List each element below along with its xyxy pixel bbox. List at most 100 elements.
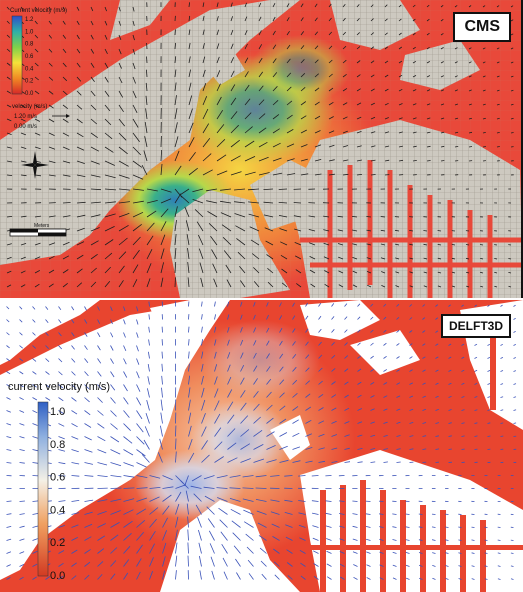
velocity-arrow	[339, 563, 345, 567]
velocity-arrow	[32, 500, 39, 502]
velocity-arrow	[312, 525, 319, 528]
velocity-arrow	[300, 73, 306, 78]
velocity-arrow	[227, 389, 233, 398]
velocity-arrow	[230, 139, 240, 148]
velocity-arrow	[500, 357, 504, 359]
velocity-arrow	[342, 88, 348, 92]
velocity-arrow	[136, 332, 139, 338]
velocity-arrow	[90, 227, 100, 232]
velocity-arrow	[84, 436, 92, 441]
velocity-arrow	[32, 513, 39, 515]
velocity-arrow	[270, 511, 280, 515]
velocity-arrow	[255, 487, 267, 489]
velocity-arrow	[84, 561, 91, 567]
velocity-arrow	[326, 538, 332, 541]
velocity-arrow	[19, 538, 25, 541]
velocity-arrow	[328, 173, 335, 176]
velocity-arrow	[216, 475, 228, 479]
velocity-arrow	[110, 522, 120, 528]
velocity-arrow	[58, 423, 65, 427]
velocity-arrow	[510, 75, 514, 78]
velocity-arrow	[326, 550, 332, 554]
velocity-arrow	[325, 525, 332, 528]
velocity-arrow	[6, 513, 12, 515]
velocity-arrow	[90, 34, 94, 40]
velocity-arrow	[192, 199, 204, 204]
velocity-arrow	[279, 418, 287, 424]
velocity-arrow	[175, 484, 186, 489]
velocity-arrow	[76, 282, 83, 288]
velocity-arrow	[97, 436, 106, 442]
velocity-arrow	[240, 314, 243, 320]
velocity-arrow	[213, 278, 218, 288]
velocity-arrow	[298, 500, 306, 502]
velocity-arrow	[293, 202, 302, 204]
velocity-arrow	[494, 271, 498, 274]
velocity-arrow	[418, 564, 423, 567]
velocity-arrow	[240, 280, 246, 288]
velocity-arrow	[118, 160, 129, 167]
velocity-arrow	[214, 314, 216, 320]
velocity-arrow	[314, 45, 319, 50]
velocity-arrow	[216, 124, 225, 134]
velocity-arrow	[497, 565, 501, 567]
velocity-arrow	[305, 341, 309, 346]
velocity-arrow	[409, 408, 414, 411]
velocity-arrow	[230, 97, 237, 106]
velocity-arrow	[278, 215, 288, 218]
velocity-arrow	[379, 564, 384, 567]
velocity-arrow	[242, 498, 254, 502]
velocity-arrow	[174, 136, 179, 148]
velocity-arrow	[461, 409, 465, 411]
velocity-arrow	[188, 452, 195, 463]
velocity-arrow	[62, 132, 70, 137]
velocity-arrow	[279, 302, 282, 307]
velocity-arrow	[58, 371, 63, 376]
velocity-arrow	[234, 201, 246, 204]
velocity-arrow	[292, 392, 298, 398]
velocity-arrow	[19, 436, 25, 439]
velocity-arrow	[318, 407, 324, 411]
velocity-arrow	[392, 577, 397, 580]
velocity-arrow	[199, 555, 202, 567]
velocity-arrow	[235, 225, 246, 232]
velocity-arrow	[227, 326, 230, 333]
velocity-arrow	[285, 524, 293, 528]
velocity-arrow	[110, 397, 116, 404]
velocity-arrow	[90, 48, 95, 54]
velocity-arrow	[365, 513, 371, 515]
velocity-arrow	[110, 462, 122, 467]
velocity-arrow	[300, 129, 307, 134]
velocity-arrow	[71, 306, 75, 311]
velocity-arrow	[294, 228, 302, 232]
velocity-arrow	[196, 221, 204, 232]
velocity-arrow	[110, 547, 118, 554]
velocity-arrow	[328, 130, 335, 134]
velocity-arrow	[309, 256, 316, 260]
velocity-arrow	[395, 243, 400, 246]
velocity-arrow	[426, 145, 431, 148]
delft3d-map: current velocity (m/s) 1.0 0.8 0.6 0.4 0.2 0.…	[0, 300, 523, 592]
velocity-arrow	[474, 409, 478, 411]
velocity-arrow	[20, 215, 27, 218]
cms-tick-label: 0.2	[25, 79, 34, 85]
velocity-arrow	[58, 562, 64, 567]
velocity-arrow	[6, 6, 10, 10]
velocity-arrow	[175, 542, 178, 554]
velocity-arrow	[448, 356, 452, 359]
velocity-arrow	[84, 475, 94, 477]
velocity-arrow	[253, 314, 256, 320]
velocity-arrow	[240, 429, 250, 437]
velocity-arrow	[496, 75, 500, 78]
velocity-arrow	[216, 56, 220, 64]
velocity-arrow	[500, 435, 504, 437]
velocity-arrow	[357, 303, 361, 307]
velocity-arrow	[58, 384, 64, 389]
velocity-arrow	[253, 267, 260, 274]
velocity-arrow	[6, 526, 12, 528]
velocity-arrow	[242, 487, 254, 489]
velocity-arrow	[240, 402, 247, 411]
velocity-arrow	[272, 142, 281, 148]
velocity-arrow	[147, 376, 150, 385]
velocity-arrow	[286, 58, 291, 64]
